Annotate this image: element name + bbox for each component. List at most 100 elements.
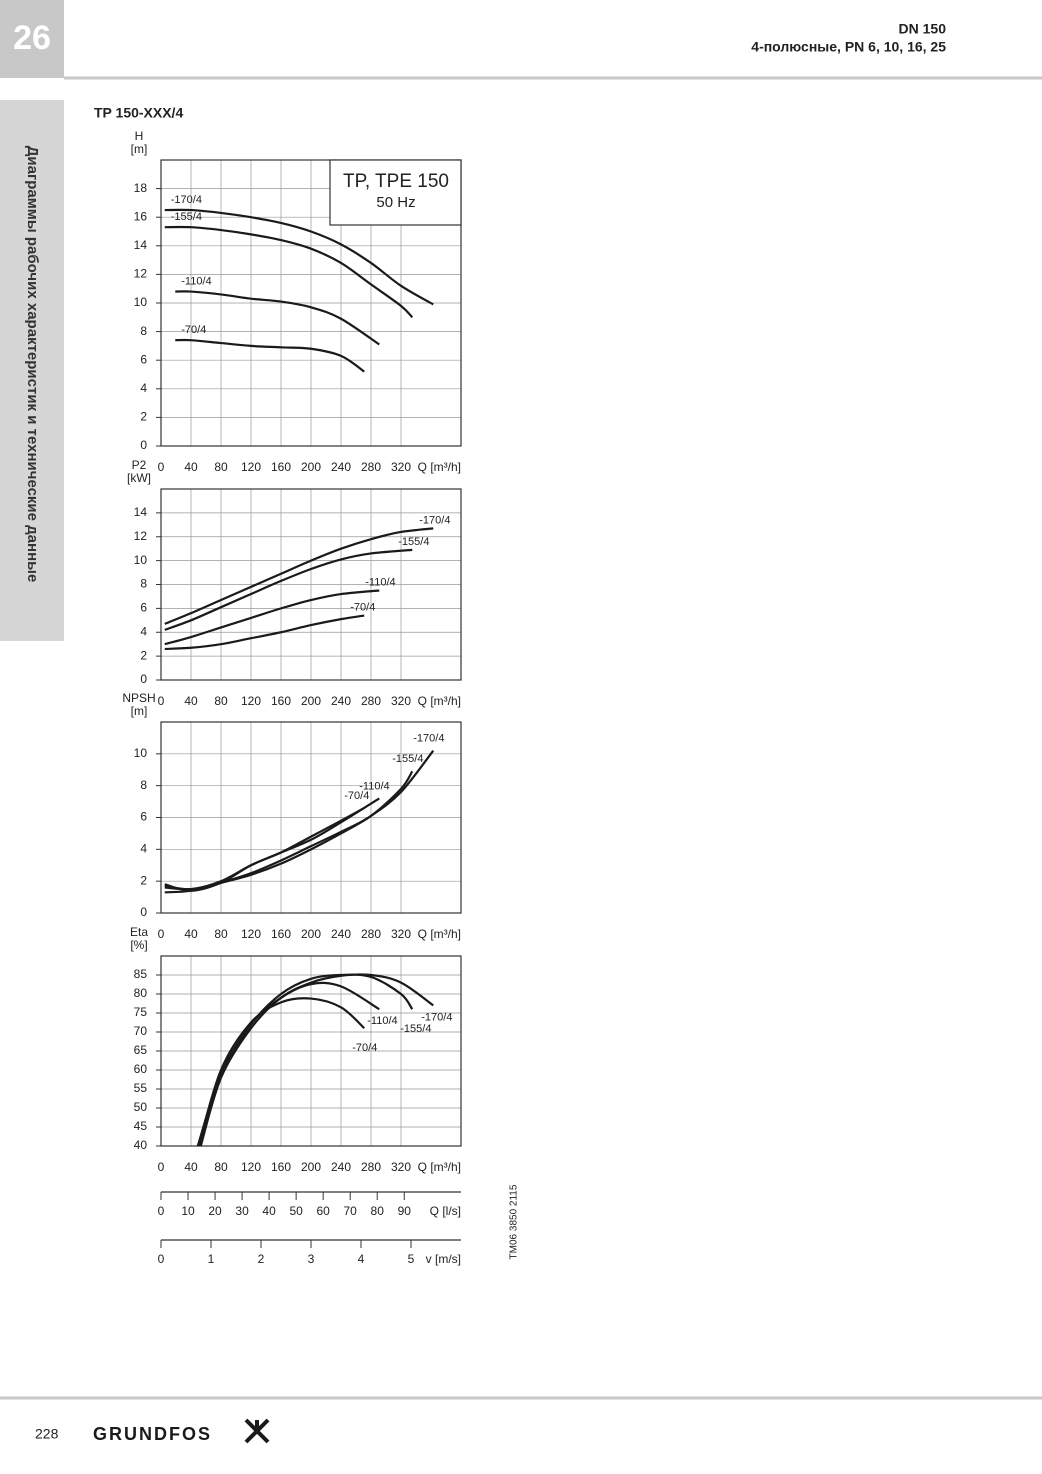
x-tick-label: 200 [301, 460, 321, 474]
y-tick-label: 10 [134, 553, 148, 567]
plot-frame [160, 955, 462, 1147]
y-tick-label: 10 [134, 746, 148, 760]
scale-tick-label: 0 [158, 1252, 165, 1266]
y-tick-label: 2 [140, 873, 147, 887]
brand-logo: GRUNDFOS [93, 1424, 212, 1444]
x-tick-label: 280 [361, 927, 381, 941]
x-tick-label: 0 [158, 460, 165, 474]
annotation-title: TP, TPE 150 [343, 171, 449, 192]
scale-tick-label: 50 [289, 1204, 303, 1218]
curve-label: -110/4 [365, 576, 395, 588]
x-tick-label: 0 [158, 927, 165, 941]
x-axis-label: Q [m³/h] [418, 927, 461, 941]
y-tick-label: 10 [134, 295, 148, 309]
brand-icon [244, 1418, 270, 1444]
x-tick-label: 200 [301, 927, 321, 941]
x-tick-label: 240 [331, 460, 351, 474]
curve-label: -70/4 [352, 1042, 377, 1054]
y-tick-label: 18 [134, 181, 148, 195]
x-tick-label: 240 [331, 1160, 351, 1174]
scale-tick-label: 90 [398, 1204, 412, 1218]
scale-tick-label: 3 [308, 1252, 315, 1266]
scale-tick-label: 70 [344, 1204, 358, 1218]
curve-label: -170/4 [421, 1011, 452, 1023]
y-tick-label: 4 [140, 624, 147, 638]
y-tick-label: 2 [140, 648, 147, 662]
side-tab-text: Диаграммы рабочих характеристик и технич… [24, 146, 41, 583]
y-axis-label: Eta [130, 925, 148, 939]
curve [164, 589, 380, 646]
curve-label: -155/4 [400, 1023, 431, 1035]
y-tick-label: 85 [134, 967, 148, 981]
curve-label: -155/4 [398, 536, 429, 548]
y-tick-label: 2 [140, 410, 147, 424]
y-tick-label: 14 [134, 238, 148, 252]
x-tick-label: 120 [241, 694, 261, 708]
page-tab-number: 26 [13, 19, 51, 57]
x-tick-label: 160 [271, 460, 291, 474]
y-tick-label: 12 [134, 267, 148, 281]
curve [196, 973, 414, 1147]
y-tick-label: 60 [134, 1062, 148, 1076]
x-tick-label: 160 [271, 694, 291, 708]
x-tick-label: 280 [361, 694, 381, 708]
x-tick-label: 200 [301, 694, 321, 708]
x-tick-label: 320 [391, 460, 411, 474]
y-tick-label: 8 [140, 778, 147, 792]
scale-tick-label: 4 [358, 1252, 365, 1266]
curve [175, 290, 380, 346]
y-tick-label: 16 [134, 209, 148, 223]
x-axis-label: Q [m³/h] [418, 1160, 461, 1174]
section-title: TP 150-XXX/4 [94, 105, 183, 121]
scale-tick-label: 10 [181, 1204, 195, 1218]
curve-label: -110/4 [359, 780, 389, 792]
x-tick-label: 200 [301, 1160, 321, 1174]
plot-frame [160, 159, 462, 447]
curve [164, 806, 365, 892]
y-axis-label: [kW] [127, 471, 151, 485]
x-tick-label: 0 [158, 1160, 165, 1174]
x-tick-label: 320 [391, 694, 411, 708]
curve [164, 527, 434, 625]
page-number: 228 [35, 1426, 59, 1442]
curve-label: -155/4 [392, 753, 423, 765]
curve-label: -110/4 [367, 1015, 397, 1027]
y-axis-label: [%] [130, 938, 147, 952]
curve [164, 548, 413, 631]
scale-tick-label: 40 [262, 1204, 276, 1218]
y-tick-label: 6 [140, 601, 147, 615]
x-tick-label: 160 [271, 927, 291, 941]
y-axis-label: [m] [131, 142, 148, 156]
x-tick-label: 0 [158, 694, 165, 708]
y-tick-label: 55 [134, 1081, 148, 1095]
scale-tick-label: 20 [208, 1204, 222, 1218]
plot-frame [160, 721, 462, 914]
curve [164, 208, 434, 306]
x-tick-label: 280 [361, 460, 381, 474]
curve-label: -170/4 [419, 514, 450, 526]
y-tick-label: 45 [134, 1119, 148, 1133]
y-tick-label: 6 [140, 352, 147, 366]
y-tick-label: 50 [134, 1100, 148, 1114]
annotation-box [329, 159, 462, 226]
scale-tick-label: 60 [316, 1204, 330, 1218]
x-tick-label: 320 [391, 927, 411, 941]
y-axis-label: H [135, 129, 144, 143]
y-axis-label: NPSH [122, 691, 155, 705]
x-tick-label: 80 [214, 694, 228, 708]
x-axis-label: Q [m³/h] [418, 460, 461, 474]
x-tick-label: 80 [214, 1160, 228, 1174]
x-tick-label: 40 [184, 1160, 198, 1174]
y-tick-label: 8 [140, 324, 147, 338]
curve [164, 614, 365, 651]
y-tick-label: 0 [140, 905, 147, 919]
y-tick-label: 40 [134, 1138, 148, 1152]
page-tab [0, 0, 64, 78]
side-tab [0, 100, 64, 641]
x-tick-label: 280 [361, 1160, 381, 1174]
curve-label: -170/4 [171, 194, 202, 206]
curve-label: -70/4 [350, 601, 375, 613]
curve [164, 225, 414, 319]
scale-label: v [m/s] [426, 1252, 461, 1266]
x-tick-label: 120 [241, 927, 261, 941]
